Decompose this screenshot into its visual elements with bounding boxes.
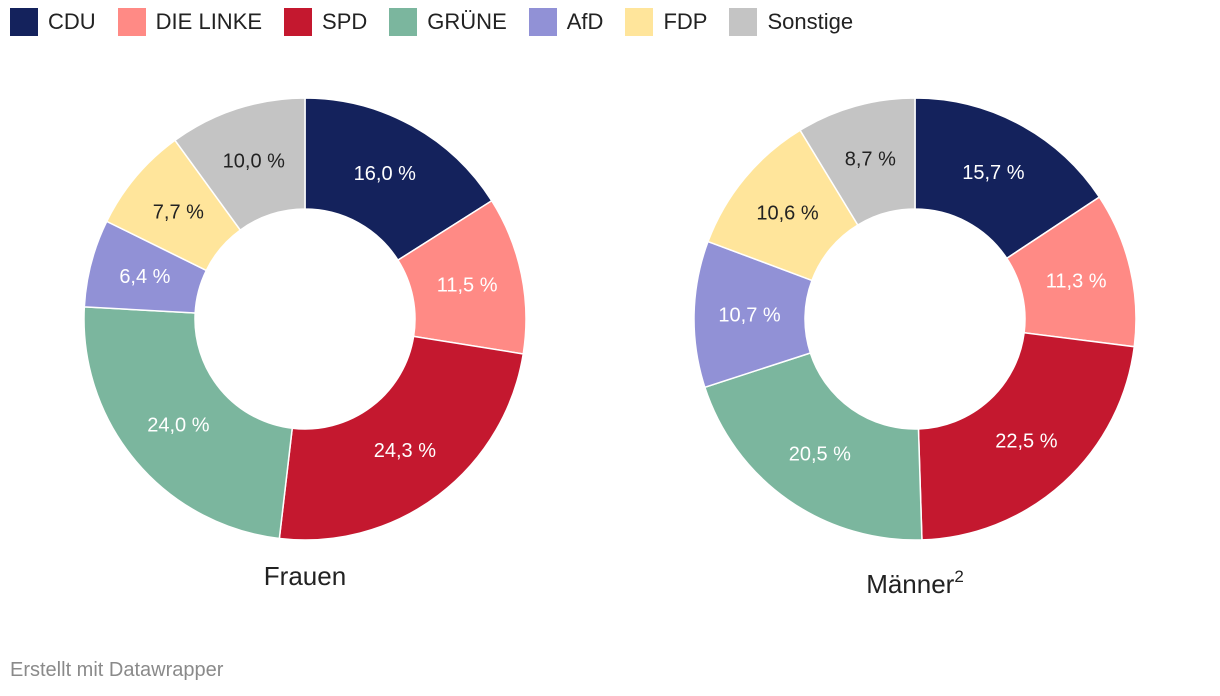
data-label-m-nner-afd: 10,7 % [718, 304, 780, 326]
legend: CDU DIE LINKE SPD GRÜNE AfD FDP Sonstige [10, 8, 875, 36]
data-label-m-nner-sonstige: 8,7 % [845, 149, 896, 171]
data-label-frauen-sonstige: 10,0 % [223, 151, 285, 173]
data-label-frauen-afd: 6,4 % [119, 266, 170, 288]
legend-swatch-spd [284, 8, 313, 36]
legend-item-sonstige: Sonstige [729, 8, 853, 36]
data-label-m-nner-die-linke: 11,3 % [1046, 270, 1107, 292]
slice-frauen-sonstige [173, 97, 306, 232]
slice-m-nner-spd [917, 331, 1136, 541]
data-label-m-nner-spd: 22,5 % [995, 430, 1057, 452]
legend-swatch-die-linke [117, 8, 146, 36]
legend-item-die-linke: DIE LINKE [117, 8, 263, 36]
slice-m-nner-cdu [914, 97, 1101, 260]
data-label-frauen-fdp: 7,7 % [153, 201, 204, 223]
slice-frauen-gruene [83, 306, 294, 540]
legend-label-die-linke: DIE LINKE [155, 9, 263, 34]
data-label-frauen-cdu: 16,0 % [354, 163, 416, 185]
chart-title-m-nner: Männer2 [866, 567, 964, 599]
legend-label-cdu: CDU [48, 9, 96, 34]
data-label-frauen-spd: 24,3 % [374, 440, 436, 462]
slice-m-nner-sonstige [799, 97, 916, 227]
legend-swatch-fdp [625, 8, 654, 36]
slice-frauen-cdu [304, 97, 493, 262]
donut-charts: 16,0 % 11,5 % 24,3 % 24,0 % 6,4 % 7,7 % 10,0 %… [83, 97, 1137, 599]
donut-m-nner: 15,7 % 11,3 % 22,5 % 20,5 % 10,7 % 10,6 % 8,7 … [693, 97, 1137, 599]
data-label-m-nner-gruene: 20,5 % [789, 443, 851, 465]
chart-title-frauen: Frauen [264, 561, 346, 591]
legend-swatch-sonstige [729, 8, 758, 36]
legend-label-spd: SPD [322, 9, 368, 34]
legend-swatch-cdu [10, 8, 38, 36]
legend-item-spd: SPD [284, 8, 367, 36]
footnote-marker-m-nner: 2 [954, 567, 963, 586]
legend-item-fdp: FDP [625, 8, 707, 36]
legend-swatch-afd [528, 8, 557, 36]
legend-label-gruene: GRÜNE [427, 9, 507, 34]
legend-label-fdp: FDP [663, 9, 708, 34]
legend-swatch-gruene [389, 8, 418, 36]
data-label-frauen-gruene: 24,0 % [147, 415, 209, 437]
data-label-frauen-die-linke: 11,5 % [437, 275, 498, 297]
legend-label-afd: AfD [566, 9, 604, 34]
data-label-m-nner-cdu: 15,7 % [962, 162, 1024, 184]
legend-item-afd: AfD [528, 8, 604, 36]
data-label-m-nner-fdp: 10,6 % [756, 203, 818, 225]
donut-frauen: 16,0 % 11,5 % 24,3 % 24,0 % 6,4 % 7,7 % 10,0 %… [83, 97, 527, 591]
legend-label-sonstige: Sonstige [767, 9, 854, 34]
legend-item-gruene: GRÜNE [389, 8, 507, 36]
slice-frauen-spd [278, 335, 525, 541]
slice-m-nner-gruene [703, 352, 923, 541]
footer-credit: Erstellt mit Datawrapper [10, 659, 224, 681]
legend-item-cdu: CDU [10, 8, 96, 36]
